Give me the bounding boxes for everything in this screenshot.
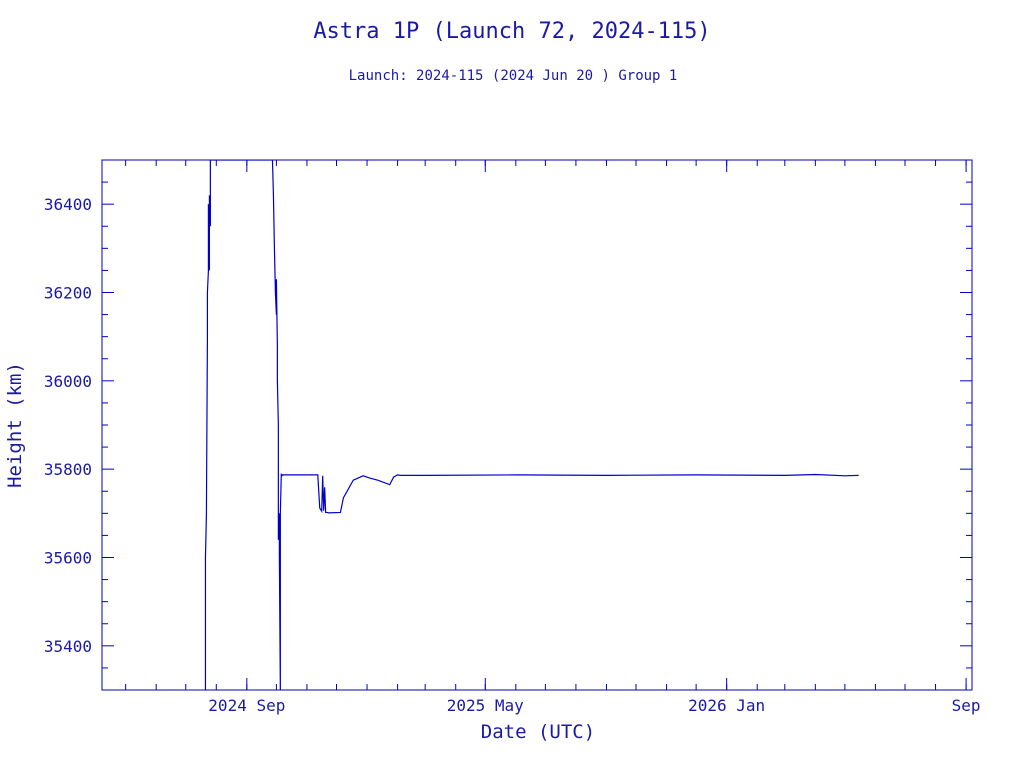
x-tick-label: Sep bbox=[952, 696, 981, 715]
x-axis-ticks: 2024 Sep 2025 May 2026 Jan Sep bbox=[208, 160, 981, 715]
x-tick-label: 2025 May bbox=[447, 696, 524, 715]
x-tick-label: 2026 Jan bbox=[688, 696, 765, 715]
series-line-0 bbox=[204, 160, 859, 690]
x-axis-label: Date (UTC) bbox=[481, 721, 595, 743]
y-axis-ticks: 35400 35600 35800 36000 36200 36400 bbox=[44, 195, 972, 656]
y-axis-label: Height (km) bbox=[4, 362, 26, 488]
y-tick-label: 36400 bbox=[44, 195, 92, 214]
y-tick-label: 36000 bbox=[44, 372, 92, 391]
y-tick-label: 35400 bbox=[44, 637, 92, 656]
x-tick-label: 2024 Sep bbox=[208, 696, 285, 715]
y-tick-label: 36200 bbox=[44, 284, 92, 303]
y-tick-label: 35800 bbox=[44, 460, 92, 479]
chart-subtitle: Launch: 2024-115 (2024 Jun 20 ) Group 1 bbox=[349, 68, 678, 84]
minor-ticks bbox=[102, 159, 972, 691]
plot-frame bbox=[101, 159, 973, 691]
series-group bbox=[204, 160, 859, 690]
chart-title: Astra 1P (Launch 72, 2024-115) bbox=[313, 19, 710, 44]
y-tick-label: 35600 bbox=[44, 549, 92, 568]
